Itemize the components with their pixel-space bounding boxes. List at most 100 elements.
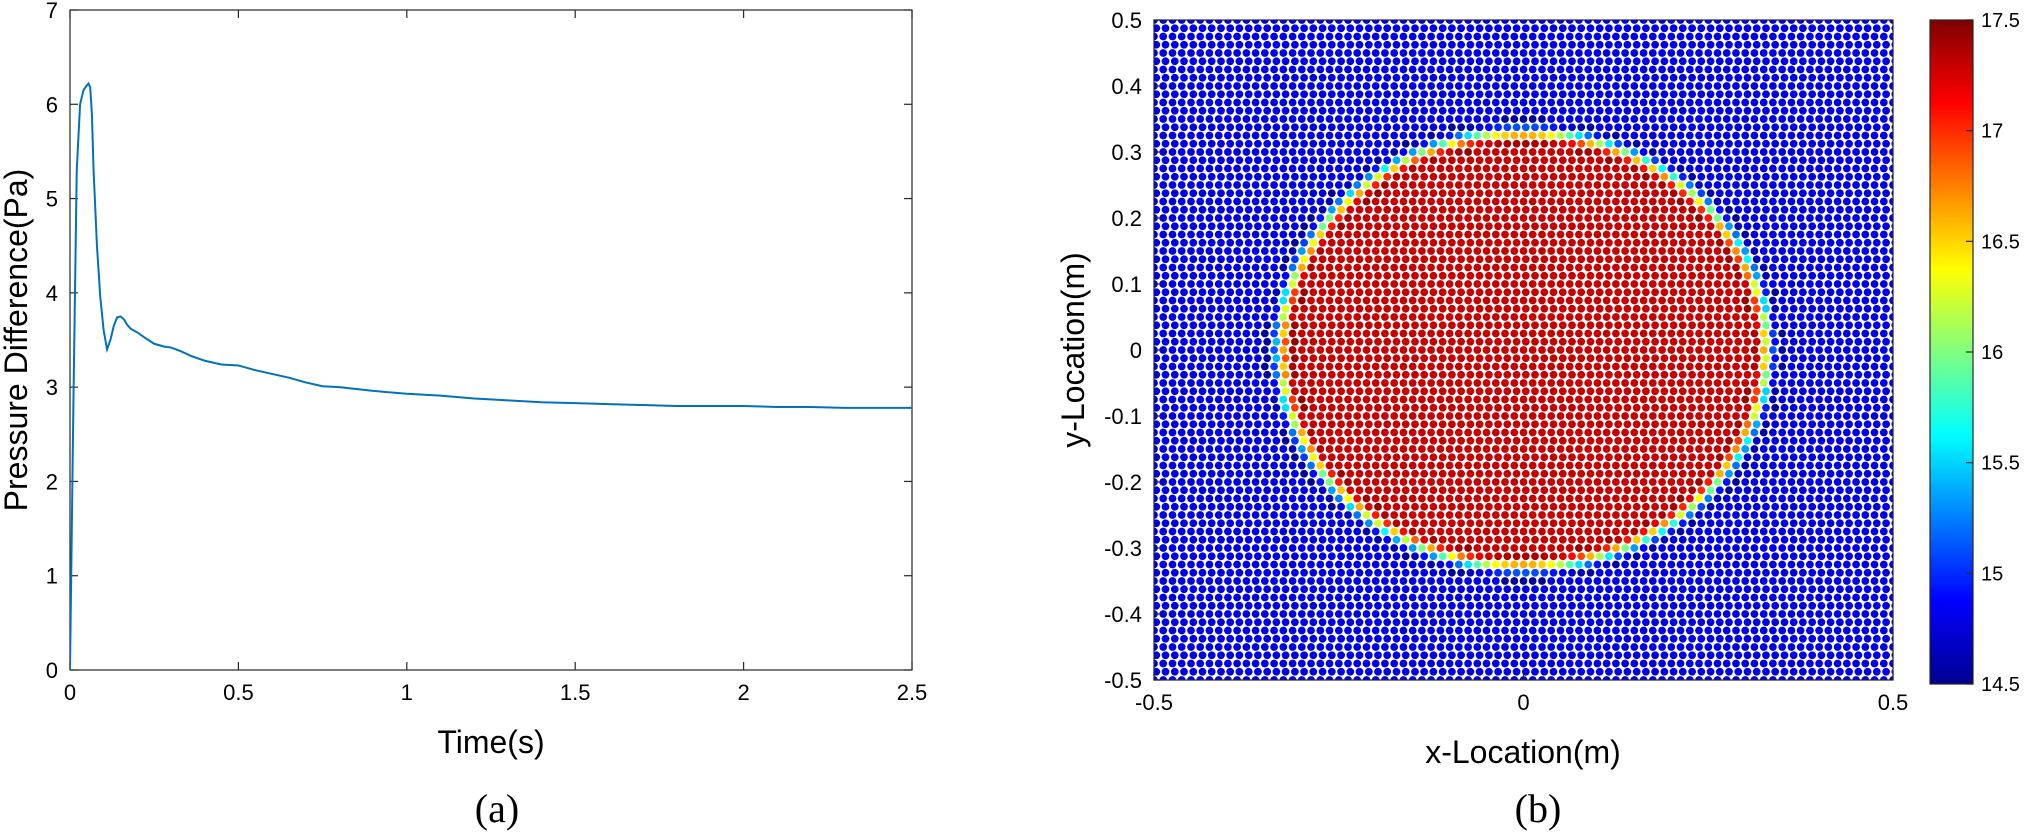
particle-point (1658, 659, 1666, 668)
x-tick-label: 0 (64, 680, 76, 705)
particle-point (1374, 502, 1382, 511)
particle-point (1418, 626, 1426, 635)
particle-point (1658, 593, 1666, 602)
particle-point (1549, 486, 1558, 495)
particle-point (1577, 370, 1586, 379)
particle-point (1233, 428, 1241, 437)
particle-point (1263, 667, 1272, 676)
particle-point (1697, 618, 1706, 627)
particle-point (1660, 321, 1669, 330)
particle-point (1466, 106, 1475, 115)
particle-point (1381, 527, 1389, 536)
particle-point (1297, 643, 1306, 651)
particle-point (1651, 321, 1659, 330)
particle-point (1327, 172, 1336, 181)
particle-point (1614, 337, 1623, 346)
particle-point (1623, 189, 1632, 198)
particle-point (1475, 57, 1484, 66)
particle-point (1565, 676, 1574, 680)
particle-point (1408, 527, 1417, 536)
particle-point (1291, 222, 1299, 231)
particle-point (1344, 478, 1352, 486)
particle-point (1519, 544, 1528, 552)
particle-point (1558, 40, 1567, 49)
particle-point (1706, 667, 1715, 676)
particle-point (1154, 502, 1161, 511)
particle-point (1270, 65, 1278, 74)
particle-point (1374, 354, 1382, 363)
particle-point (1531, 288, 1539, 297)
particle-point (1353, 412, 1362, 420)
particle-point (1639, 346, 1648, 354)
particle-point (1244, 535, 1253, 544)
particle-point (1318, 40, 1327, 49)
particle-point (1602, 643, 1611, 651)
particle-point (1660, 106, 1669, 115)
particle-point (1316, 577, 1325, 585)
particle-point (1565, 263, 1574, 272)
particle-point (1678, 420, 1687, 429)
particle-point (1485, 321, 1493, 330)
particle-point (1445, 98, 1454, 107)
particle-point (1198, 24, 1207, 33)
particle-point (1187, 65, 1195, 74)
particle-point (1558, 453, 1567, 462)
particle-point (1207, 288, 1216, 297)
particle-point (1224, 230, 1232, 239)
particle-point (1251, 511, 1260, 519)
particle-point (1658, 346, 1666, 354)
particle-point (1630, 98, 1639, 107)
particle-point (1565, 544, 1574, 552)
particle-point (1584, 82, 1593, 90)
particle-point (1558, 271, 1567, 280)
particle-point (1154, 486, 1161, 495)
particle-point (1623, 535, 1632, 544)
particle-point (1454, 82, 1463, 90)
particle-point (1568, 172, 1576, 181)
particle-point (1556, 65, 1565, 74)
particle-point (1556, 20, 1565, 24)
particle-point (1263, 40, 1272, 49)
particle-point (1586, 634, 1595, 643)
particle-point (1233, 461, 1241, 470)
particle-point (1669, 618, 1678, 627)
particle-point (1547, 263, 1556, 272)
particle-point (1196, 230, 1205, 239)
particle-point (1353, 296, 1362, 305)
particle-point (1612, 20, 1620, 24)
particle-point (1214, 560, 1223, 569)
particle-point (1464, 527, 1472, 536)
particle-point (1436, 20, 1445, 24)
particle-point (1464, 544, 1472, 552)
particle-point (1623, 568, 1632, 577)
particle-point (1577, 222, 1586, 231)
particle-point (1242, 65, 1251, 74)
particle-point (1344, 610, 1352, 618)
particle-point (1695, 20, 1703, 24)
particle-point (1168, 511, 1177, 519)
particle-point (1568, 156, 1576, 165)
particle-point (1198, 519, 1207, 528)
particle-point (1233, 362, 1241, 371)
particle-point (1198, 222, 1207, 231)
particle-point (1364, 502, 1373, 511)
particle-point (1438, 535, 1447, 544)
particle-point (1346, 172, 1355, 181)
particle-point (1605, 24, 1613, 33)
particle-point (1436, 263, 1445, 272)
particle-point (1279, 263, 1288, 272)
particle-point (1327, 354, 1336, 363)
particle-point (1538, 131, 1546, 140)
particle-point (1593, 428, 1602, 437)
particle-point (1445, 296, 1454, 305)
particle-point (1235, 634, 1244, 643)
particle-point (1593, 511, 1602, 519)
particle-point (1660, 271, 1669, 280)
particle-point (1399, 626, 1408, 635)
particle-point (1639, 329, 1648, 338)
particle-point (1612, 676, 1620, 680)
particle-point (1198, 634, 1207, 643)
particle-point (1685, 313, 1694, 321)
particle-point (1214, 428, 1223, 437)
particle-point (1485, 222, 1493, 231)
